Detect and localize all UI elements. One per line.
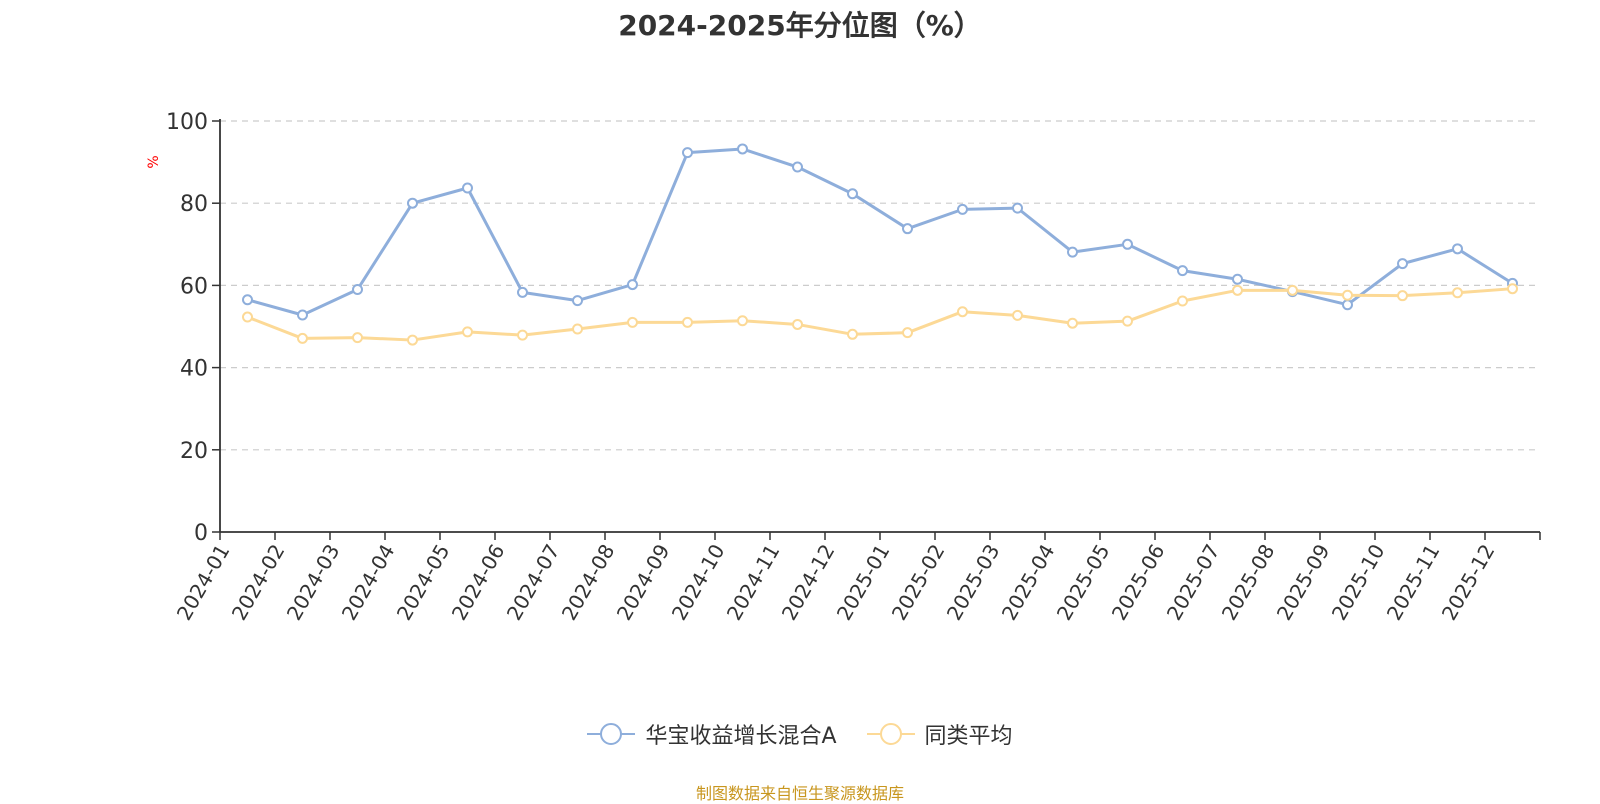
legend-marker-series-b [866,723,915,745]
x-tick-label: 2024-01 [172,540,235,624]
x-tick-label: 2025-09 [1272,540,1335,624]
series-line-b [246,287,1514,342]
data-point-b [572,323,583,335]
x-tick-label: 2024-11 [722,540,785,624]
y-tick-label: 100 [166,110,208,135]
legend: 华宝收益增长混合A 同类平均 [0,718,1600,750]
data-point-b [1452,287,1463,299]
data-point-a [1122,238,1133,250]
y-axis-unit-label: % [146,155,162,168]
data-point-a [682,147,693,159]
data-point-a [1232,273,1243,285]
y-tick-label: 60 [180,274,208,299]
x-tick-label: 2024-10 [667,540,730,624]
legend-item-series-a[interactable]: 华宝收益增长混合A [587,718,837,750]
x-tick-label: 2025-11 [1382,540,1445,624]
data-point-a [517,286,528,298]
data-point-b [1012,309,1023,321]
data-point-a [297,309,308,321]
x-tick-label: 2025-07 [1162,540,1225,624]
data-point-b [682,316,693,328]
data-point-b [1122,315,1133,327]
data-point-b [462,326,473,338]
data-source-note: 制图数据来自恒生聚源数据库 [695,784,904,803]
data-point-a [902,223,913,235]
y-tick-label: 80 [180,192,208,217]
data-point-b [242,311,253,323]
y-tick-label: 20 [180,439,208,464]
data-point-b [517,329,528,341]
data-point-b [1342,289,1353,301]
data-point-a [1342,299,1353,311]
x-tick-label: 2025-01 [832,540,895,624]
x-tick-label: 2024-02 [227,540,290,624]
series-lines [242,143,1518,346]
x-tick-label: 2024-04 [337,540,400,624]
data-point-a [1452,243,1463,255]
y-tick-label: 40 [180,357,208,382]
data-point-b [297,332,308,344]
data-point-a [1177,265,1188,277]
x-tick-label: 2024-09 [612,540,675,624]
x-tick-label: 2024-05 [392,540,455,624]
grid-lines [220,120,1540,451]
data-point-a [957,203,968,215]
data-point-b [352,332,363,344]
x-tick-label: 2025-12 [1437,540,1500,624]
data-point-b [737,315,748,327]
x-tick-label: 2025-10 [1327,540,1390,624]
data-point-a [1067,246,1078,258]
data-point-b [1067,317,1078,329]
x-tick-label: 2025-03 [942,540,1005,624]
data-point-a [737,143,748,155]
data-point-b [1177,295,1188,307]
x-tick-label: 2024-06 [447,540,510,624]
data-point-b [847,328,858,340]
x-tick-label: 2025-02 [887,540,950,624]
data-point-b [627,316,638,328]
data-point-b [1397,290,1408,302]
x-tick-label: 2024-07 [502,540,565,624]
data-point-a [572,295,583,307]
data-point-a [627,279,638,291]
legend-label-series-a: 华宝收益增长混合A [645,724,837,749]
data-point-b [1232,284,1243,296]
y-tick-label: 0 [194,521,208,546]
data-point-a [847,188,858,200]
x-tick-label: 2024-03 [282,540,345,624]
data-point-b [792,318,803,330]
x-tick-label: 2025-04 [997,540,1060,624]
data-point-b [407,334,418,346]
data-point-a [792,161,803,173]
data-point-a [1012,202,1023,214]
data-point-a [242,294,253,306]
x-tick-label: 2024-12 [777,540,840,624]
x-tick-label: 2025-05 [1052,540,1115,624]
x-tick-label: 2025-08 [1217,540,1280,624]
legend-item-series-b[interactable]: 同类平均 [866,718,1013,750]
legend-marker-series-a [587,723,636,745]
data-point-b [902,327,913,339]
legend-label-series-b: 同类平均 [924,724,1013,749]
x-tick-label: 2024-08 [557,540,620,624]
data-point-a [407,197,418,209]
series-line-a [246,147,1514,317]
data-point-b [1287,284,1298,296]
data-point-a [462,182,473,194]
data-point-a [1397,258,1408,270]
chart-title: 2024-2025年分位图（%） [618,9,982,42]
data-point-b [1507,283,1518,295]
data-point-a [352,284,363,296]
data-point-b [957,306,968,318]
x-tick-label: 2025-06 [1107,540,1170,624]
